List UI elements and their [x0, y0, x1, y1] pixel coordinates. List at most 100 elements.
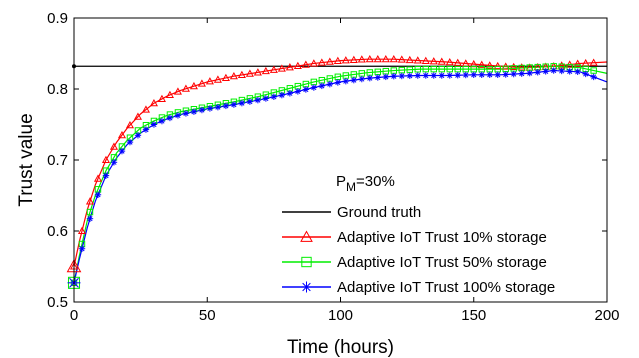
- triangle-marker: [117, 130, 127, 139]
- triangle-marker: [109, 142, 119, 150]
- pm-annotation-base: P: [336, 173, 346, 190]
- asterisk-marker: [406, 72, 413, 79]
- asterisk-marker: [558, 67, 565, 75]
- asterisk-marker: [486, 71, 493, 78]
- triangle-marker: [333, 56, 342, 64]
- triangle-marker: [317, 58, 326, 66]
- triangle-marker: [517, 63, 526, 71]
- triangle-marker: [349, 55, 358, 63]
- y-tick-label: 0.6: [47, 223, 68, 240]
- square-marker: [406, 66, 414, 73]
- asterisk-marker: [190, 108, 198, 115]
- triangle-marker: [261, 66, 270, 75]
- asterisk-marker: [590, 73, 597, 81]
- asterisk-marker: [374, 74, 382, 81]
- asterisk-marker: [438, 72, 445, 79]
- triangle-marker: [509, 62, 518, 71]
- triangle-marker: [77, 226, 87, 235]
- square-marker: [438, 65, 445, 73]
- y-tick-label: 0.9: [47, 10, 68, 27]
- triangle-marker: [253, 68, 262, 76]
- legend-label-1: Adaptive IoT Trust 10% storage: [337, 229, 547, 246]
- triangle-marker: [141, 105, 151, 113]
- x-tick-label: 100: [328, 307, 353, 324]
- triangle-marker: [245, 69, 254, 77]
- asterisk-marker: [270, 93, 278, 101]
- triangle-marker: [181, 84, 190, 92]
- asterisk-marker: [206, 105, 214, 112]
- asterisk-marker: [174, 112, 182, 119]
- triangle-marker: [493, 61, 502, 70]
- triangle-marker: [229, 71, 238, 80]
- asterisk-marker: [94, 191, 102, 198]
- triangle-marker: [589, 58, 598, 66]
- asterisk-marker: [230, 101, 238, 108]
- triangle-marker: [573, 59, 582, 67]
- triangle-marker: [365, 54, 374, 63]
- asterisk-marker: [118, 147, 126, 155]
- asterisk-marker: [566, 68, 573, 75]
- y-axis-label: Trust value: [16, 113, 37, 206]
- triangle-marker: [277, 64, 286, 72]
- triangle-marker: [93, 174, 103, 182]
- triangle-marker: [357, 55, 366, 63]
- triangle-marker: [157, 94, 166, 102]
- asterisk-marker: [302, 86, 310, 93]
- series-markers: [66, 54, 598, 290]
- triangle-marker: [237, 70, 246, 79]
- triangle-marker: [285, 63, 294, 71]
- triangle-marker: [101, 155, 111, 164]
- asterisk-marker: [582, 70, 589, 78]
- triangle-marker: [189, 81, 198, 90]
- triangle-marker: [453, 58, 462, 66]
- asterisk-marker: [334, 79, 342, 86]
- legend: Ground truth Adaptive IoT Trust 10% stora…: [282, 204, 555, 296]
- triangle-marker: [133, 112, 143, 120]
- asterisk-marker: [502, 71, 509, 78]
- triangle-marker: [429, 57, 438, 65]
- y-tick-label: 0.7: [47, 152, 68, 169]
- asterisk-marker: [262, 95, 270, 102]
- asterisk-marker: [326, 80, 334, 88]
- y-tick-label: 0.8: [47, 81, 68, 98]
- asterisk-marker: [350, 76, 358, 84]
- triangle-marker: [421, 56, 430, 64]
- asterisk-marker: [78, 245, 86, 252]
- triangle-marker: [413, 56, 422, 64]
- asterisk-marker: [526, 69, 533, 77]
- triangle-marker: [397, 55, 406, 63]
- asterisk-marker: [222, 102, 230, 110]
- asterisk-marker: [462, 71, 469, 79]
- x-tick-label: 0: [70, 307, 78, 324]
- asterisk-marker: [542, 68, 549, 75]
- asterisk-marker: [342, 77, 350, 85]
- triangle-marker: [325, 57, 334, 65]
- y-tick-label: 0.5: [47, 294, 68, 311]
- asterisk-marker: [310, 84, 318, 91]
- asterisk-marker: [366, 74, 374, 82]
- triangle-marker: [125, 120, 135, 129]
- asterisk-marker: [390, 73, 397, 80]
- asterisk-marker: [510, 70, 517, 78]
- triangle-marker: [341, 56, 350, 64]
- asterisk-marker: [278, 91, 286, 99]
- square-marker: [301, 256, 312, 268]
- square-marker: [454, 65, 461, 73]
- triangle-marker: [437, 57, 446, 65]
- triangle-marker: [301, 60, 310, 68]
- legend-label-0: Ground truth: [337, 204, 421, 221]
- square-marker: [446, 65, 453, 73]
- triangle-marker: [389, 54, 398, 63]
- triangle-marker: [381, 54, 390, 63]
- asterisk-marker: [422, 72, 429, 79]
- triangle-marker: [373, 54, 382, 63]
- triangle-marker: [269, 65, 278, 73]
- asterisk-marker: [126, 138, 134, 146]
- asterisk-marker: [254, 96, 262, 104]
- legend-label-3: Adaptive IoT Trust 100% storage: [337, 279, 555, 296]
- asterisk-marker: [534, 69, 541, 76]
- asterisk-marker: [318, 82, 326, 90]
- asterisk-marker: [574, 68, 581, 76]
- asterisk-marker: [382, 73, 390, 81]
- triangle-marker: [221, 73, 230, 81]
